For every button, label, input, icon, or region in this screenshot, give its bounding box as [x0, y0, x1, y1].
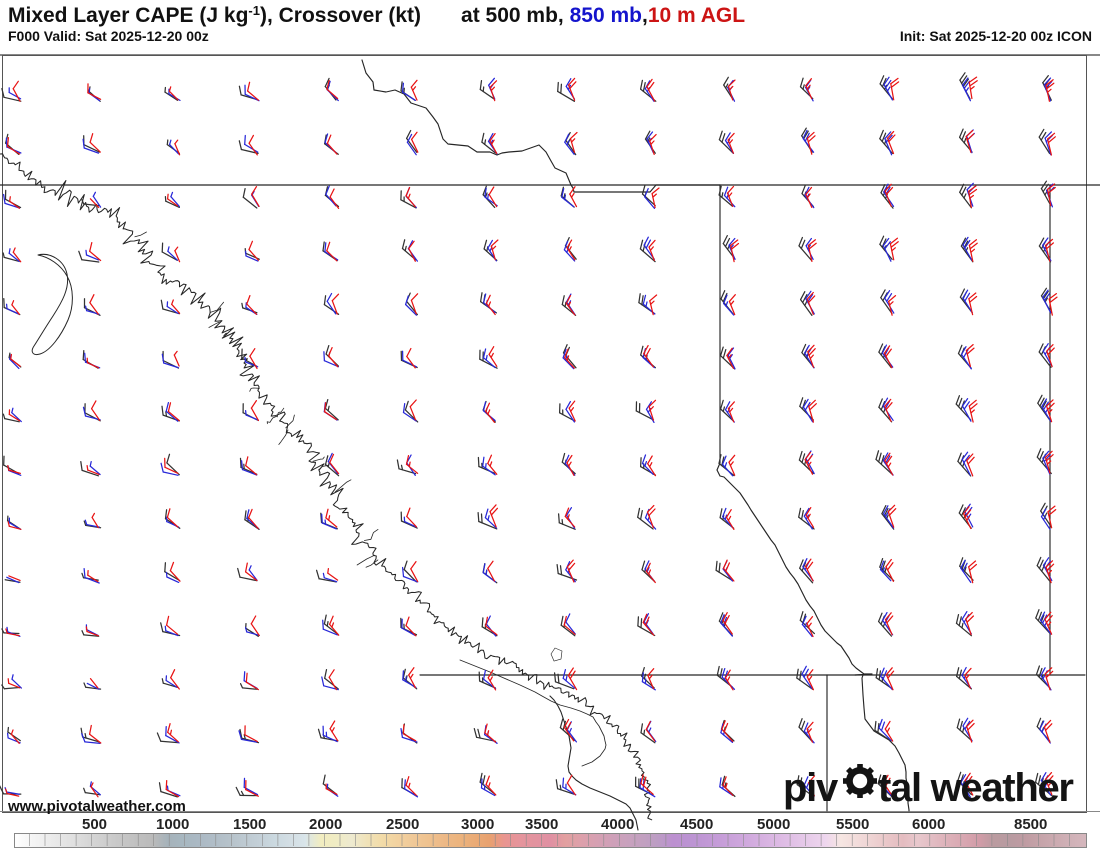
svg-text:piv: piv: [783, 766, 839, 810]
svg-text:tal weather: tal weather: [878, 766, 1073, 810]
